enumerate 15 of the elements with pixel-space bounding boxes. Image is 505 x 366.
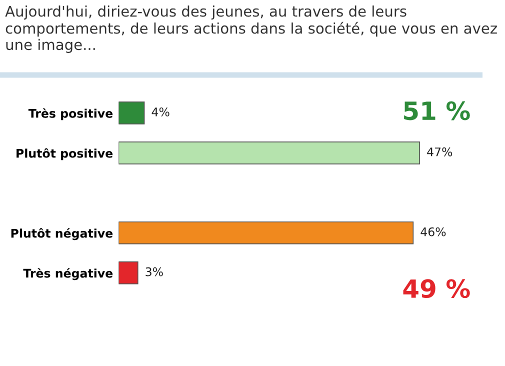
annotation: 49 %	[403, 279, 470, 298]
data-label: 47%	[427, 147, 452, 156]
y-tick-label: Plutôt négative	[11, 228, 113, 240]
annotation: 51 %	[404, 101, 470, 120]
data-label: 46%	[420, 227, 446, 236]
y-tick-label: Plutôt positive	[16, 148, 113, 160]
bar	[118, 102, 145, 124]
bar	[118, 261, 138, 284]
data-label: 3%	[146, 267, 163, 276]
y-tick-label: Très positive	[28, 108, 113, 120]
y-tick-label: Très négative	[23, 268, 113, 280]
data-label: 4%	[152, 107, 170, 116]
bar	[118, 142, 420, 164]
chart-title: Aujourd'hui, diriez-vous des jeunes, au travers de leurs comportements, de leurs actions dans la société, que vous en avez une image...	[5, 5, 497, 53]
bar	[118, 221, 414, 244]
